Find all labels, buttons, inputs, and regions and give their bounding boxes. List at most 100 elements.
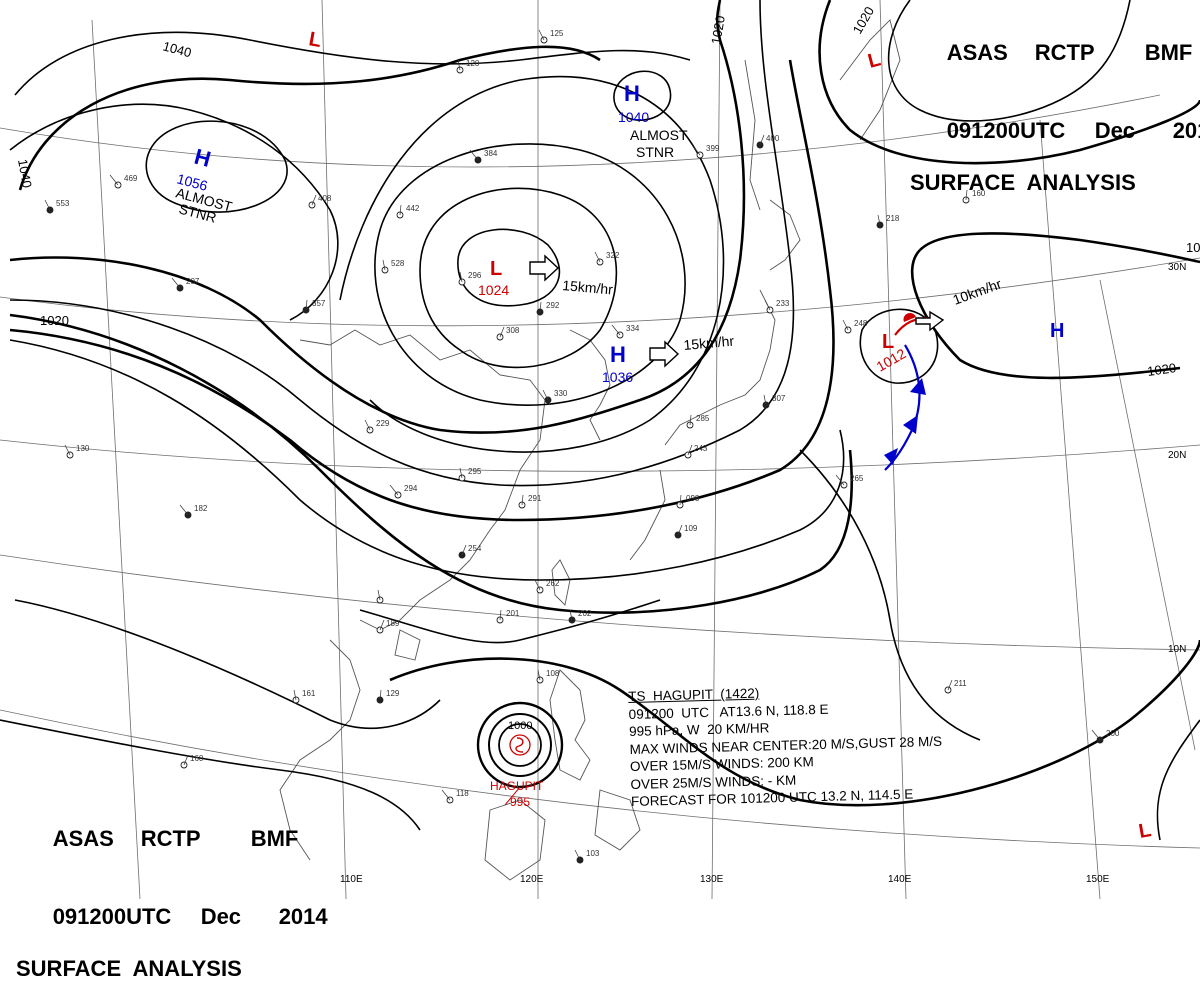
wind-barb [689,414,692,426]
meridian-160e [1099,279,1196,751]
wind-barb [542,389,549,401]
station-pressure-label: 285 [696,414,710,423]
high-pressure-marker: H [192,144,214,172]
station-pressure-label: 295 [468,467,482,476]
isobar [799,449,981,741]
wind-barb [574,849,581,861]
station-pressure-label: 330 [554,389,568,398]
station-pressure-label: 130 [76,444,90,453]
wind-barb [679,494,682,506]
low-pressure-marker: L [307,28,323,52]
station-pressure-label: 384 [484,149,498,158]
header-station: RCTP [140,826,201,851]
longitude-label: 110E [340,874,363,885]
station-pressure-label: 292 [546,301,560,310]
wind-barb [764,299,771,311]
wind-barb [44,199,51,211]
isobar [887,0,1131,122]
low-pressure-marker: L [866,48,883,72]
coast-kamchatka [839,19,901,141]
station-pressure-label: 160 [972,189,986,198]
station-pressure-label: 201 [506,609,520,618]
wind-barb [459,467,463,479]
wind-barb [611,324,621,336]
coast-japan-honshu [664,289,776,446]
isobars [0,0,1200,841]
station-pressure-label: 129 [386,689,400,698]
typhoon-center-circle [509,734,531,756]
wind-barb [379,619,385,631]
wind-barb [537,669,541,681]
isobar-label: 1020 [40,313,69,328]
wind-barb [538,29,545,41]
wind-barb [377,589,381,601]
station-pressure-label: 200 [1106,729,1120,738]
parallel-0n [0,709,1200,849]
isobar-label: 1020 [1146,360,1177,379]
isobar [910,249,1181,380]
station-pressure-label: 202 [578,609,592,618]
isobar-label: 1040 [15,158,35,189]
wind-barb [499,609,502,621]
warm-front-bump [903,313,916,322]
station-pressure-label: 357 [312,299,326,308]
wind-barb [534,579,541,591]
typhoon-symbol-icon [515,737,524,753]
wind-barb [521,494,524,506]
station-pressure-label: 528 [391,259,405,268]
station-pressure-label: 291 [528,494,542,503]
wind-barb [499,326,505,338]
coast-mindanao [594,789,641,851]
station-pressure-label: 442 [406,204,420,213]
typhoon-info-block: TS HAGUPIT (1422) 091200 UTC AT13.6 N, 1… [628,680,944,811]
isobar [374,143,686,406]
isobar [0,719,421,831]
header-agency: ASAS [946,40,1008,65]
lat-lon-grid [0,0,1200,899]
station-pressure-label: 469 [124,174,138,183]
grid-labels: 110E 120E 130E 140E 150E 30N 20N 10N [340,262,1186,885]
wind-barb [469,149,479,161]
wind-barb [379,689,382,701]
wind-barb [171,277,181,289]
system-note: ALMOST [630,127,688,143]
wind-barb [594,251,601,263]
header-year: 2014 [278,904,328,929]
wind-barb [364,419,371,431]
wind-barb [677,524,683,536]
station-pressure-label: 308 [506,326,520,335]
wind-barb [109,174,119,186]
station-pressure-label: 265 [850,474,864,483]
cold-front-triangle [884,448,898,465]
isobar-high-1056 [145,120,288,213]
isobar-label: 102 [1186,240,1200,255]
motion-arrow-icon [915,310,945,332]
isobar [389,639,1200,807]
wind-barb [459,271,463,283]
station-pressure-label: 118 [456,789,469,798]
isobar [9,59,835,522]
low-pressure-marker: L [1137,819,1153,843]
low-pressure-marker: L [882,331,894,353]
station-pressure-label: 229 [376,419,390,428]
high-pressure-marker: H [610,342,626,367]
header-month: Dec [1094,118,1136,143]
wind-barb [1091,729,1101,741]
station-pressure-label: 233 [776,299,790,308]
isobar [1156,719,1200,841]
isobar [419,187,618,369]
station-pressure-label: 262 [546,579,560,588]
header-year: 2014 [1172,118,1200,143]
wind-barb [842,319,849,331]
high-pressure-value: 1036 [602,369,633,385]
isobar [9,0,795,487]
typhoon-isobar [488,713,552,777]
isobar [9,0,746,434]
meridian-130e [711,0,721,899]
wind-barb [183,754,189,766]
isobar [9,339,845,581]
typhoon-pressure-label: 995 [510,795,530,809]
isobar-high-1040 [613,70,672,121]
coast-indochina [279,639,361,861]
station-pressure-label: 103 [586,849,600,858]
